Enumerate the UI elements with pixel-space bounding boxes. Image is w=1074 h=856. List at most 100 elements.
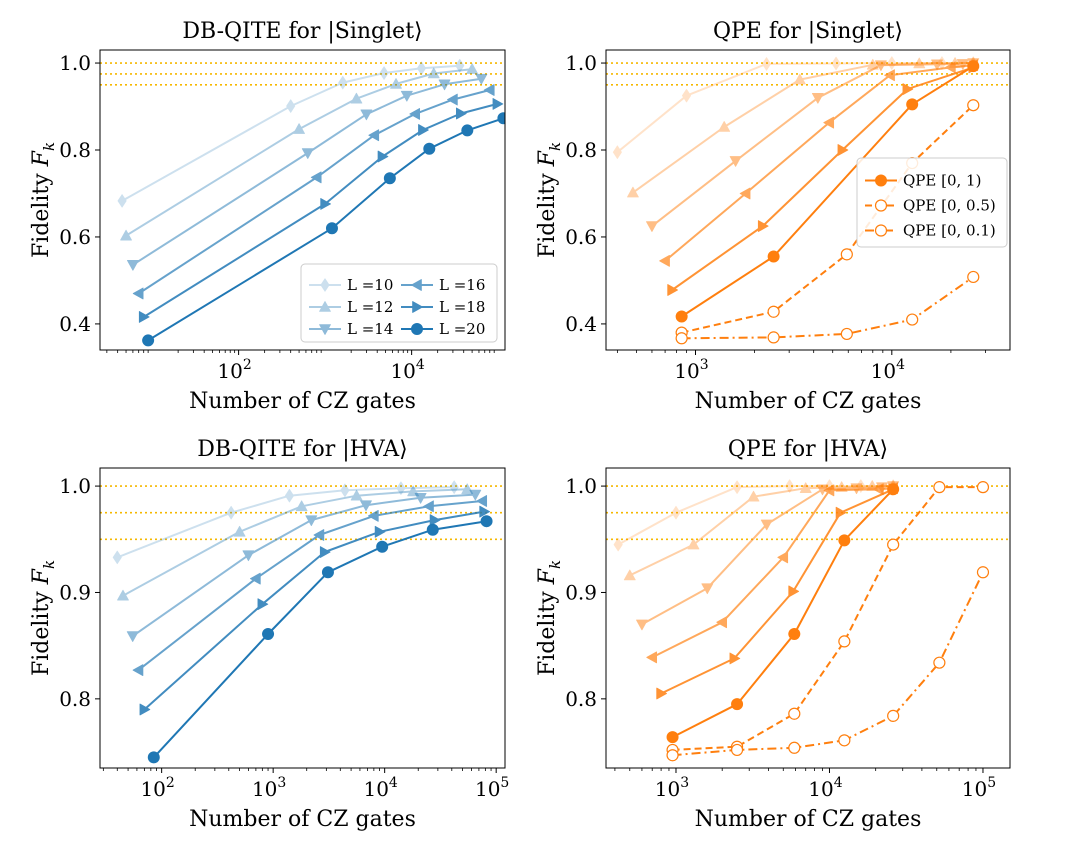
data-point (483, 84, 495, 96)
data-point (257, 598, 269, 611)
x-axis-label: Number of CZ gates (189, 807, 416, 832)
x-axis-label: Number of CZ gates (189, 389, 416, 414)
series (126, 489, 482, 642)
data-point (429, 514, 441, 527)
axes-frame (99, 467, 506, 769)
data-point (612, 145, 622, 159)
series-line (681, 65, 974, 318)
series (139, 505, 491, 716)
chart-title: DB-QITE for |Singlet⟩ (182, 19, 422, 44)
data-point (767, 250, 780, 263)
data-point (831, 56, 841, 71)
data-point (139, 703, 151, 716)
legend-label: QPE [0, 1) (903, 172, 981, 190)
data-point (793, 73, 806, 85)
y-tick-label: 0.9 (59, 580, 91, 604)
data-point (887, 538, 900, 551)
data-point (466, 63, 479, 74)
series-line (616, 62, 974, 153)
data-point (788, 741, 801, 754)
legend-label: QPE [0, 0.1) (903, 222, 996, 240)
series (142, 112, 505, 347)
y-tick-label: 0.8 (59, 138, 91, 162)
series-line (122, 488, 468, 597)
data-point (367, 509, 379, 522)
data-point (967, 99, 980, 112)
x-tick-label: 104 (871, 357, 905, 383)
data-point (305, 515, 318, 527)
data-point (838, 534, 851, 547)
legend-label: L =12 (347, 298, 393, 316)
data-point (811, 93, 824, 104)
y-tick-label: 0.6 (59, 225, 91, 249)
legend-marker (411, 279, 422, 291)
series-line (143, 102, 498, 318)
chart-title: DB-QITE for |HVA⟩ (197, 437, 407, 462)
data-point (147, 751, 160, 764)
series (126, 73, 488, 271)
data-point (777, 551, 789, 564)
data-point (887, 709, 900, 722)
data-point (319, 546, 331, 558)
data-point (636, 619, 648, 631)
data-point (242, 550, 255, 562)
data-point (730, 743, 744, 757)
series (667, 61, 980, 296)
series (646, 58, 980, 232)
data-point (666, 749, 679, 762)
x-tick-label: 103 (655, 775, 689, 801)
series (117, 58, 465, 208)
data-point (396, 481, 406, 495)
data-point (739, 187, 751, 200)
data-point (681, 88, 692, 103)
data-point (701, 583, 714, 595)
legend-marker (874, 199, 888, 212)
legend-marker (412, 301, 423, 313)
x-tick-label: 103 (252, 775, 286, 801)
data-point (310, 171, 322, 184)
data-point (427, 67, 440, 79)
series-line (153, 520, 487, 759)
data-point (732, 480, 742, 494)
data-point (760, 519, 773, 531)
axes-frame (605, 49, 1011, 351)
data-point (112, 550, 122, 565)
data-point (666, 731, 679, 744)
legend-label: L =18 (439, 298, 485, 316)
series (132, 495, 488, 677)
legend-label: L =20 (439, 320, 485, 338)
data-point (788, 707, 801, 720)
data-point (902, 83, 914, 96)
data-point (838, 734, 851, 747)
y-axis-label: Fidelity Fk (29, 560, 58, 676)
data-point (718, 121, 731, 132)
data-point (126, 631, 139, 642)
legend-entry (865, 224, 897, 237)
data-point (461, 124, 474, 137)
x-tick-label: 105 (475, 775, 509, 801)
series-line (651, 487, 894, 659)
data-point (340, 483, 350, 498)
data-point (455, 58, 465, 73)
series-line (660, 488, 894, 695)
data-point (325, 222, 338, 235)
legend: QPE [0, 1) QPE [0, 0.5) QPE [0, 0.1) (856, 157, 1008, 248)
data-point (823, 484, 835, 497)
data-point (469, 489, 482, 501)
series-line (138, 89, 491, 295)
data-point (284, 488, 294, 503)
data-point (476, 495, 488, 507)
data-point (400, 90, 413, 102)
legend-label: L =10 (347, 276, 393, 294)
data-point (426, 523, 439, 536)
data-point (906, 313, 919, 326)
legend-entry (401, 279, 433, 291)
data-point (933, 656, 946, 669)
data-point (416, 61, 427, 75)
series (666, 566, 990, 762)
chart-title: QPE for |Singlet⟩ (713, 19, 903, 44)
x-axis-label: Number of CZ gates (695, 807, 922, 832)
data-point (767, 305, 780, 318)
data-point (729, 156, 742, 167)
